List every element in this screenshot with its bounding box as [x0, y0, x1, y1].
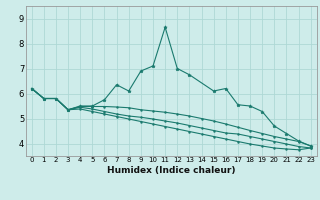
X-axis label: Humidex (Indice chaleur): Humidex (Indice chaleur)	[107, 166, 236, 175]
